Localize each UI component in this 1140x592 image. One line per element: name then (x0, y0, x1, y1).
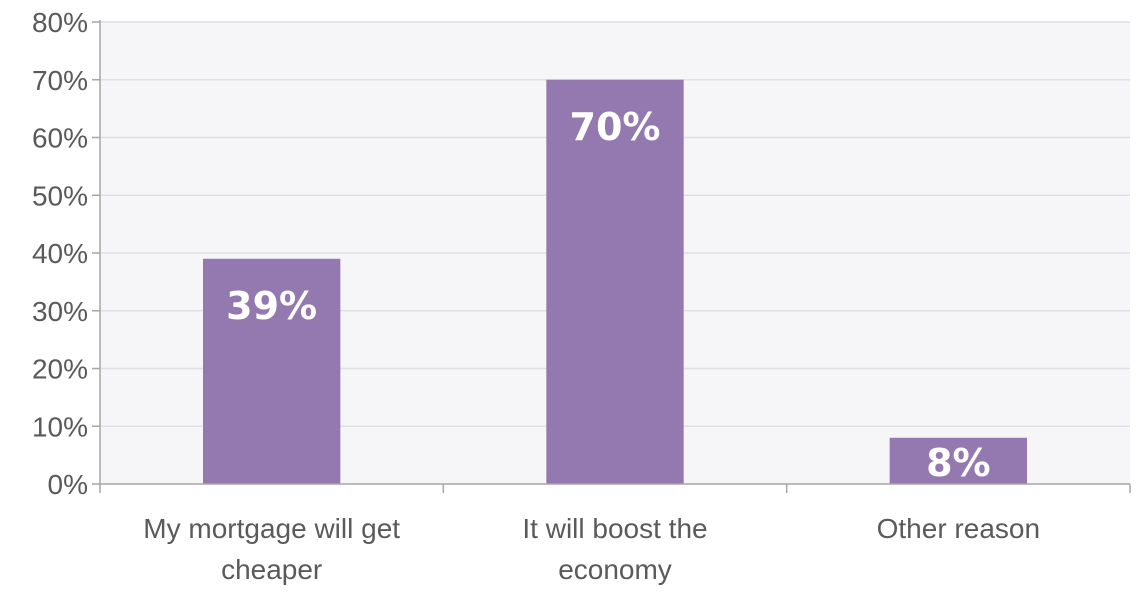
y-tick-label: 0% (48, 469, 88, 500)
y-tick-label: 50% (32, 180, 88, 211)
bar (889, 437, 1027, 484)
y-tick-label: 60% (32, 123, 88, 154)
data-labels: 39% 70% 8% (226, 105, 990, 485)
bars (203, 79, 1027, 484)
x-category-label: It will boost the economy (522, 513, 707, 585)
data-label: 70% (570, 105, 661, 149)
x-category-label: Other reason (877, 513, 1040, 544)
y-tick-label: 70% (32, 65, 88, 96)
data-label: 39% (226, 284, 317, 328)
axes (92, 20, 1131, 493)
y-tick-label: 10% (32, 411, 88, 442)
y-tick-label: 20% (32, 354, 88, 385)
y-tick-label: 80% (32, 7, 88, 38)
bar (546, 79, 684, 484)
data-label: 8% (926, 441, 991, 485)
y-tick-label: 40% (32, 238, 88, 269)
x-category-labels: My mortgage will get cheaper It will boost… (143, 513, 1040, 585)
bar (203, 258, 341, 484)
x-category-label: My mortgage will get cheaper (143, 513, 400, 585)
y-tick-label: 30% (32, 296, 88, 327)
y-tick-labels: 0% 10% 20% 30% 40% 50% 60% 70% 80% (32, 7, 88, 500)
